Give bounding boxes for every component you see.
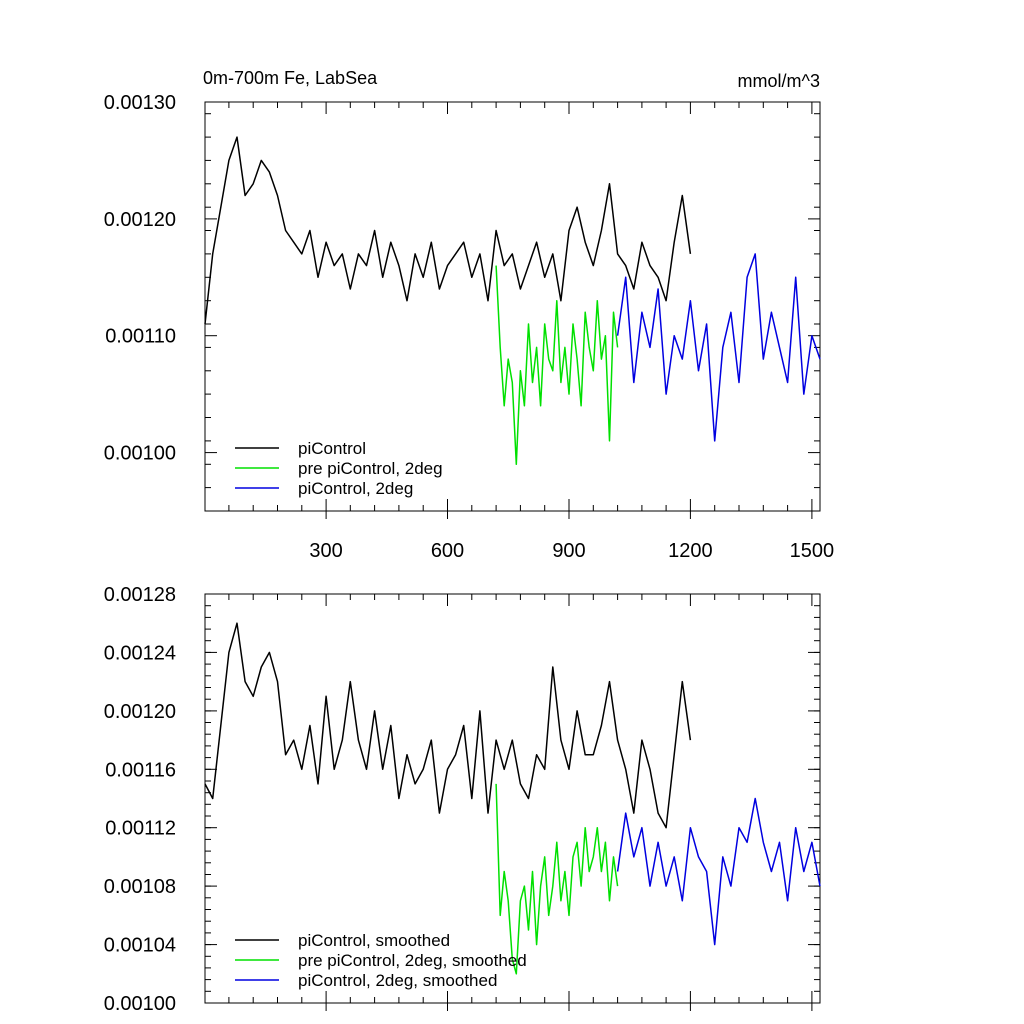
y-tick-label: 0.00124 — [104, 642, 176, 664]
series-line-picontrol-2deg-smoothed — [616, 797, 821, 946]
series-line-picontrol — [204, 136, 692, 325]
axis-ticks-top: 300 600 900 1200 1500 0.00100 0.00110 0.00120 0.… — [104, 92, 834, 562]
x-tick-label: 900 — [552, 540, 585, 562]
legend-label: piControl, smoothed — [298, 931, 450, 950]
y-tick-label: 0.00104 — [104, 935, 176, 957]
series-group-top — [204, 136, 821, 466]
series-line-pre-picontrol-2deg-smoothed — [495, 783, 619, 975]
y-tick-label: 0.00120 — [104, 701, 176, 723]
series-group-bottom — [204, 622, 821, 975]
legend-label: piControl, 2deg, smoothed — [298, 971, 497, 990]
top-chart: 0m-700m Fe, LabSea mmol/m^3 300 600 900 120… — [104, 68, 834, 562]
bottom-chart: 0.00100 0.00104 0.00108 0.00112 0.00116 0.001… — [104, 584, 821, 1015]
y-tick-label: 0.00100 — [104, 993, 176, 1015]
x-tick-label: 1200 — [668, 540, 713, 562]
y-tick-label: 0.00116 — [105, 759, 176, 781]
x-tick-label: 300 — [309, 540, 342, 562]
y-tick-label: 0.00120 — [104, 209, 176, 231]
chart-title: 0m-700m Fe, LabSea — [203, 68, 378, 88]
legend-label: pre piControl, 2deg, smoothed — [298, 951, 527, 970]
y-tick-label: 0.00128 — [104, 584, 176, 606]
units-label: mmol/m^3 — [738, 71, 820, 91]
series-line-pre-picontrol-2deg — [495, 265, 619, 466]
y-tick-label: 0.00110 — [105, 326, 176, 348]
series-line-picontrol-smoothed — [204, 622, 692, 829]
series-line-picontrol-2deg — [616, 253, 821, 442]
y-tick-label: 0.00108 — [104, 876, 176, 898]
plot-frame-bottom — [204, 593, 821, 1004]
legend-label: piControl — [298, 439, 366, 458]
legend-label: piControl, 2deg — [298, 479, 413, 498]
legend-label: pre piControl, 2deg — [298, 459, 443, 478]
axis-ticks-bottom: 0.00100 0.00104 0.00108 0.00112 0.00116 0.001… — [104, 584, 820, 1015]
y-tick-label: 0.00112 — [105, 818, 176, 840]
y-tick-label: 0.00100 — [104, 443, 176, 465]
x-tick-label: 1500 — [790, 540, 835, 562]
x-tick-label: 600 — [431, 540, 464, 562]
y-tick-label: 0.00130 — [104, 92, 176, 114]
plot-frame-top — [204, 101, 821, 512]
